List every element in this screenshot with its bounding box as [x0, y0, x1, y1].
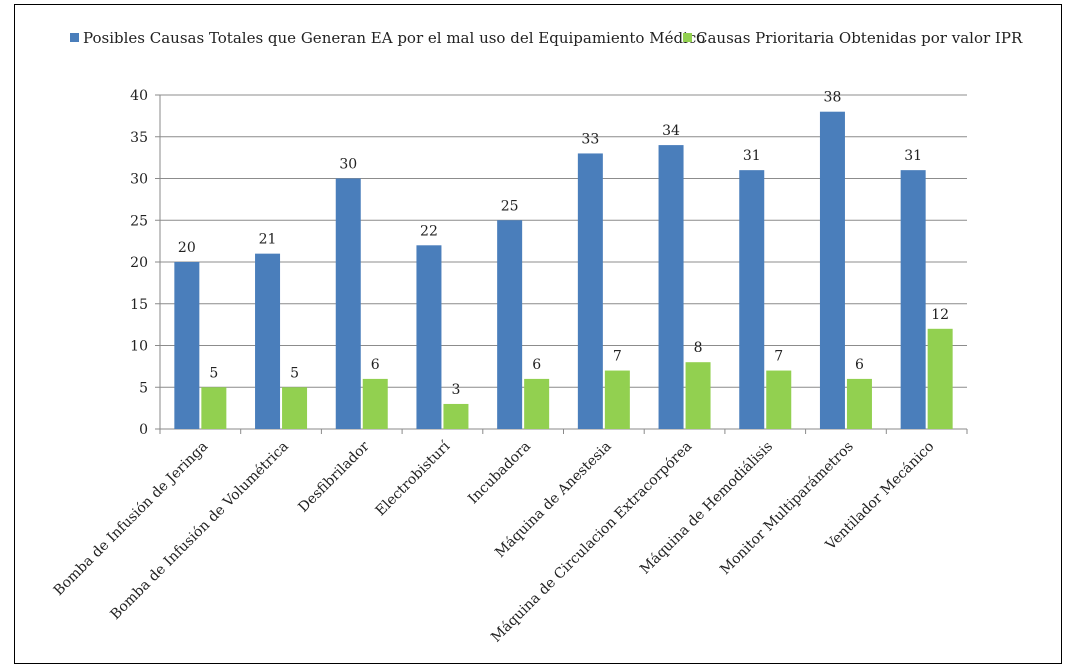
data-label-s2-8: 7	[774, 349, 783, 365]
data-label-s2-7: 8	[694, 340, 703, 356]
legend-label-2: Causas Prioritaria Obtenidas por valor I…	[696, 29, 1023, 47]
x-tick-label-9: Monitor Multiparámetros	[717, 439, 856, 578]
y-tick-label-10: 10	[130, 339, 148, 355]
x-tick-label-3: Desfibrilador	[295, 438, 372, 515]
data-label-s1-9: 38	[824, 90, 842, 106]
bar-s1-10	[900, 170, 926, 429]
data-label-s2-9: 6	[855, 357, 864, 373]
data-label-s1-4: 22	[420, 223, 438, 239]
y-tick-label-5: 5	[139, 380, 148, 396]
bar-s1-4	[416, 245, 442, 429]
data-label-s2-4: 3	[451, 382, 460, 398]
y-tick-label-20: 20	[130, 255, 148, 271]
y-tick-label-0: 0	[139, 422, 148, 438]
x-tick-label-4: Electrobisturí	[373, 438, 454, 519]
data-label-s2-6: 7	[613, 349, 622, 365]
data-label-s1-8: 31	[743, 148, 761, 164]
y-tick-label-25: 25	[130, 213, 148, 229]
data-label-s2-3: 6	[371, 357, 380, 373]
data-label-s1-10: 31	[904, 148, 922, 164]
bar-s2-5	[524, 378, 550, 429]
data-label-s1-1: 20	[178, 240, 196, 256]
bar-s2-7	[685, 362, 711, 429]
bar-s2-4	[443, 403, 469, 429]
bar-s1-5	[497, 220, 523, 429]
bar-s2-1	[201, 387, 227, 429]
bar-s1-8	[739, 170, 765, 429]
bar-s1-6	[577, 153, 603, 429]
y-tick-label-35: 35	[130, 130, 148, 146]
x-tick-label-5: Incubadora	[465, 439, 534, 508]
bar-s2-9	[846, 378, 872, 429]
data-label-s1-6: 33	[581, 131, 599, 147]
legend-label-1: Posibles Causas Totales que Generan EA p…	[83, 29, 705, 47]
y-tick-label-40: 40	[130, 88, 148, 104]
bar-s1-2	[255, 253, 281, 429]
bars	[174, 111, 953, 429]
data-label-s2-10: 12	[931, 307, 949, 323]
data-label-s1-7: 34	[662, 123, 680, 139]
data-label-s2-2: 5	[290, 365, 299, 381]
bar-s2-3	[362, 378, 388, 429]
x-tick-label-1: Bomba de Infusión de Jeringa	[51, 439, 211, 599]
x-tick-label-8: Máquina de Hemodiálisis	[637, 439, 776, 578]
data-label-s1-5: 25	[501, 198, 519, 214]
data-label-s2-1: 5	[209, 365, 218, 381]
bar-s2-8	[766, 370, 792, 429]
x-tick-label-2: Bomba de Infusión de Volumétrica	[108, 439, 292, 623]
y-axis: 0 5 10 15 20 25 30 35 40	[130, 88, 161, 438]
bar-chart: Posibles Causas Totales que Generan EA p…	[51, 29, 1023, 646]
legend-swatch-1	[70, 33, 79, 42]
bar-s1-7	[658, 145, 684, 429]
legend-swatch-2	[683, 33, 692, 42]
bar-s2-2	[282, 387, 308, 429]
data-label-s2-5: 6	[532, 357, 541, 373]
y-tick-label-30: 30	[130, 172, 148, 188]
bar-s1-1	[174, 262, 200, 429]
bar-s2-6	[604, 370, 630, 429]
bar-s1-9	[819, 111, 845, 429]
bar-s1-3	[335, 178, 361, 429]
data-label-s1-3: 30	[339, 157, 357, 173]
gridlines	[160, 94, 967, 430]
bar-s2-10	[927, 328, 953, 429]
y-tick-label-15: 15	[130, 297, 148, 313]
data-label-s1-2: 21	[259, 232, 277, 248]
data-labels: 20 5 21 5 30 6 22 3 25 6 33 7 34 8 31 7 38 6 31 12	[178, 90, 949, 398]
chart-frame: Posibles Causas Totales que Generan EA p…	[14, 4, 1062, 664]
legend: Posibles Causas Totales que Generan EA p…	[70, 29, 1023, 47]
